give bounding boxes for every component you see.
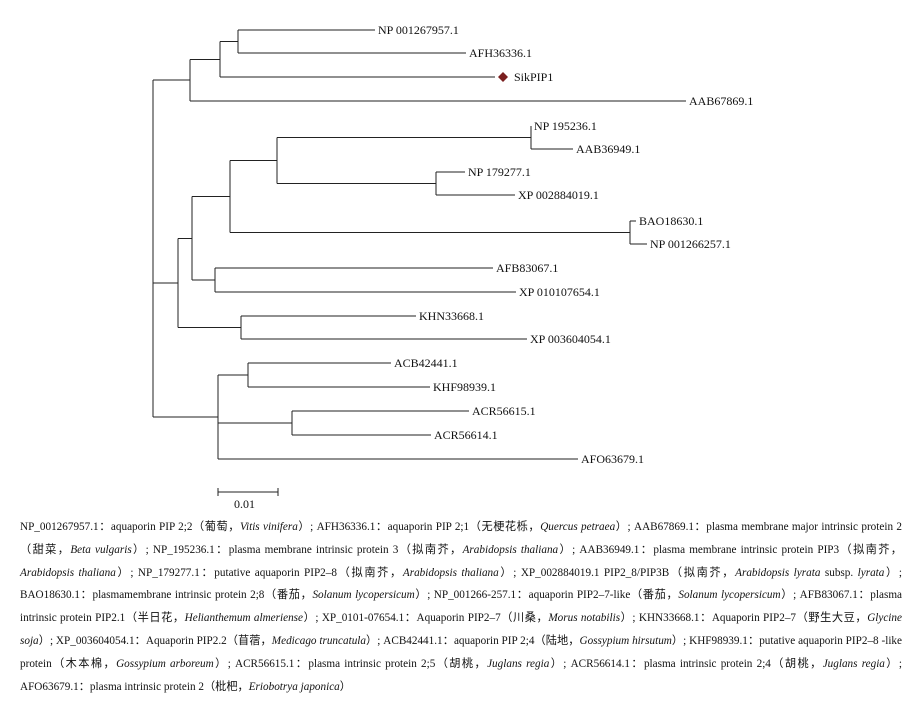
tree-branches <box>152 29 686 460</box>
leaf-label-l19: AFO63679.1 <box>581 452 644 466</box>
scale-bar-label: 0.01 <box>234 497 255 511</box>
caption-species-name: Vitis vinifera <box>239 521 298 533</box>
leaf-label-l8: XP 002884019.1 <box>518 188 599 202</box>
leaf-label-l6: AAB36949.1 <box>576 142 640 156</box>
caption-text: subsp. <box>820 566 858 579</box>
caption-species-name: Eriobotrya japonica <box>248 680 340 693</box>
marker-layer <box>498 72 508 82</box>
leaf-label-l12: XP 010107654.1 <box>519 285 600 299</box>
figure-caption: NP_001267957.1：aquaporin PIP 2;2（葡萄，Viti… <box>20 516 902 698</box>
caption-text: ）; NP_001266-257.1：aquaporin PIP2–7-like… <box>414 589 679 602</box>
tree-leaf-labels: NP 001267957.1 AFH36336.1 SikPIP1 AAB67869.… <box>378 23 753 466</box>
caption-species-name: Morus notabilis <box>548 612 621 625</box>
leaf-label-l11: AFB83067.1 <box>496 261 558 275</box>
leaf-label-l13: KHN33668.1 <box>419 309 484 323</box>
caption-species-name: Glycine soja <box>20 612 902 647</box>
caption-species-name: Quercus petraea <box>540 521 616 533</box>
leaf-label-l14: XP 003604054.1 <box>530 332 611 346</box>
caption-text: ）; KHN33668.1：Aquaporin PIP2–7（野生大豆， <box>620 612 868 625</box>
phylogenetic-tree: NP 001267957.1 AFH36336.1 SikPIP1 AAB67869.… <box>152 23 753 511</box>
caption-species-name: Helianthemum almeriense <box>184 612 303 625</box>
leaf-label-l18: ACR56614.1 <box>434 428 498 442</box>
caption-text: ）; AAB36949.1：plasma membrane intrinsic … <box>558 543 902 556</box>
caption-species-name: Gossypium hirsutum <box>579 634 672 647</box>
caption-species-name: lyrata <box>857 566 885 579</box>
caption-species-name: Arabidopsis thaliana <box>402 566 499 579</box>
caption-text: ）; AFO63679.1：plasma intrinsic protein 2… <box>20 657 902 693</box>
caption-species-name: Arabidopsis thaliana <box>20 566 116 579</box>
caption-text: ）; NP_195236.1：plasma membrane intrinsic… <box>131 543 463 556</box>
caption-species-name: Medicago truncatula <box>271 634 366 647</box>
leaf-label-l7: NP 179277.1 <box>468 165 531 179</box>
caption-text: ）; NP_179277.1：putative aquaporin PIP2–8… <box>115 566 403 579</box>
caption-species-name: Juglans regia <box>487 657 550 670</box>
caption-text: ）; XP_002884019.1 PIP2_8/PIP3B（拟南芥， <box>498 566 736 579</box>
caption-text: ）; ACR56615.1：plasma intrinsic protein 2… <box>213 657 488 670</box>
leaf-label-l3: SikPIP1 <box>514 70 553 84</box>
diamond-marker-icon <box>498 72 508 82</box>
leaf-label-l9: BAO18630.1 <box>639 214 703 228</box>
caption-text: ）; XP_0101-07654.1：Aquaporin PIP2–7（川桑， <box>303 612 549 625</box>
caption-species-name: Arabidopsis thaliana <box>462 543 559 556</box>
scale-bar: 0.01 <box>217 488 279 511</box>
caption-text: ）; BAO18630.1：plasmamembrane intrinsic p… <box>20 566 903 602</box>
caption-text: ）; KHF98939.1：putative aquaporin PIP2–8 … <box>20 634 902 670</box>
caption-species-name: Solanum lycopersicum <box>678 589 781 602</box>
leaf-label-l2: AFH36336.1 <box>469 46 532 60</box>
caption-species-name: Juglans regia <box>822 657 885 670</box>
leaf-label-l16: KHF98939.1 <box>433 380 496 394</box>
caption-text: NP_001267957.1：aquaporin PIP 2;2（葡萄， <box>20 521 240 533</box>
caption-species-name: Gossypium arboreum <box>116 657 214 670</box>
caption-species-name: Solanum lycopersicum <box>312 589 415 602</box>
caption-text: ）; ACB42441.1：aquaporin PIP 2;4（陆地， <box>366 634 580 647</box>
caption-species-name: Beta vulgaris <box>70 543 132 556</box>
leaf-label-l17: ACR56615.1 <box>472 404 536 418</box>
leaf-label-l1: NP 001267957.1 <box>378 23 459 37</box>
leaf-label-l10: NP 001266257.1 <box>650 237 731 251</box>
caption-text: ）; AAB67869.1：plasma membrane major intr… <box>20 521 902 556</box>
leaf-label-l15: ACB42441.1 <box>394 356 458 370</box>
caption-text: ）; XP_003604054.1：Aquaporin PIP2.2（苜蓿， <box>38 634 272 647</box>
leaf-label-l5: NP 195236.1 <box>534 119 597 133</box>
caption-text: ）; AFH36336.1：aquaporin PIP 2;1（无梗花栎， <box>297 521 541 533</box>
caption-text: ） <box>339 680 351 693</box>
caption-text: ）; ACR56614.1：plasma intrinsic protein 2… <box>549 657 823 670</box>
leaf-label-l4: AAB67869.1 <box>689 94 753 108</box>
caption-text: ）; AFB83067.1：plasma intrinsic protein P… <box>20 589 902 625</box>
caption-species-name: Arabidopsis lyrata <box>735 566 821 579</box>
